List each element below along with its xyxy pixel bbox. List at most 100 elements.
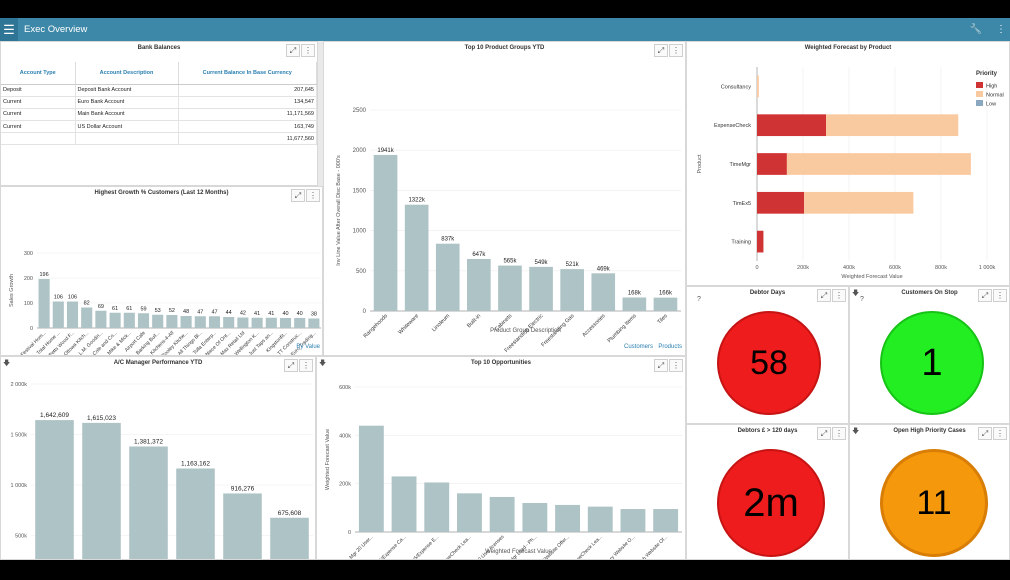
expand-icon[interactable]: ⤢ [978, 427, 992, 440]
bank-balances-panel: Bank Balances ⤢ ⋮ Account Type Account De… [0, 41, 318, 186]
kebab-icon[interactable]: ⋮ [996, 24, 1006, 35]
arrow-down-icon[interactable]: 🡇 [319, 360, 327, 367]
column-header[interactable]: Account Type [1, 62, 76, 85]
x-tick-label: Linoleum [431, 313, 451, 333]
x-tick-label: Accessories [581, 313, 606, 338]
x-axis-label: Weighted Forecast Value [841, 274, 902, 280]
data-label: 168k [628, 290, 642, 296]
kebab-icon[interactable]: ⋮ [832, 289, 846, 302]
y-tick-label: 500k [15, 534, 27, 540]
table-row[interactable]: Current US Dollar Account 163,749 [1, 120, 317, 134]
bar [109, 312, 121, 328]
bottom-letterbox [0, 560, 1010, 580]
data-label: 82 [84, 301, 90, 307]
customers-link[interactable]: Customers [623, 344, 653, 350]
expand-icon[interactable]: ⤢ [817, 427, 831, 440]
y-tick-label: Training [731, 240, 751, 246]
kebab-icon[interactable]: ⋮ [299, 359, 313, 372]
data-label: 69 [98, 304, 104, 310]
data-label: 675,608 [278, 510, 302, 517]
kpi-circle[interactable]: 58 [717, 311, 821, 415]
kpi-circle[interactable]: 2m [717, 449, 825, 557]
kebab-icon[interactable]: ⋮ [669, 359, 683, 372]
kebab-icon[interactable]: ⋮ [306, 189, 320, 202]
expand-icon[interactable]: ⤢ [284, 359, 298, 372]
help-icon[interactable]: ? [697, 296, 701, 303]
hamburger-icon[interactable]: ☰ [0, 18, 18, 41]
y-axis-label: Weighted Forecast Value [325, 429, 331, 490]
legend-swatch [976, 91, 983, 97]
bar [237, 317, 249, 328]
x-tick-label: Whiteware [397, 313, 420, 336]
products-link[interactable]: Products [658, 344, 682, 350]
bar [223, 317, 235, 328]
table-cell: 11,171,569 [178, 108, 317, 122]
expand-icon[interactable]: ⤢ [654, 44, 668, 57]
expand-icon[interactable]: ⤢ [978, 289, 992, 302]
table-cell: Current [1, 96, 76, 109]
expand-icon[interactable]: ⤢ [286, 44, 300, 57]
x-tick-label: TimeMgr Lead - Ph... [501, 534, 538, 560]
data-label: 47 [197, 309, 203, 315]
arrow-down-icon[interactable]: 🡇 [852, 290, 860, 297]
y-tick-label: 400k [339, 433, 351, 439]
kebab-icon[interactable]: ⋮ [993, 289, 1007, 302]
kebab-icon[interactable]: ⋮ [832, 427, 846, 440]
kpi-circle[interactable]: 11 [880, 449, 988, 557]
expand-icon[interactable]: ⤢ [817, 289, 831, 302]
table-row[interactable]: Deposit Deposit Bank Account 207,645 [1, 84, 317, 97]
arrow-down-icon[interactable]: 🡇 [852, 428, 860, 435]
bar-segment [757, 191, 805, 214]
data-label: 59 [140, 306, 146, 312]
wrench-icon[interactable]: 🔧 [969, 24, 982, 35]
data-label: 61 [112, 306, 118, 312]
data-label: 565k [503, 259, 517, 265]
kpi-circle[interactable]: 1 [880, 311, 984, 415]
kebab-icon[interactable]: ⋮ [993, 427, 1007, 440]
panel-title: Top 10 Opportunities [471, 360, 531, 366]
x-tick-label: 100 User licenses [473, 534, 506, 560]
x-tick-label: 400k [843, 265, 855, 271]
table-row[interactable]: Current Main Bank Account 11,171,569 [1, 108, 317, 122]
bank-table: Account Type Account Description Current… [1, 62, 317, 146]
x-tick-label: 0 [755, 265, 758, 271]
column-header[interactable]: Current Balance In Base Currency [178, 62, 317, 85]
table-cell: US Dollar Account [75, 120, 179, 134]
data-label: 41 [268, 311, 274, 317]
bar [152, 314, 164, 328]
kebab-icon[interactable]: ⋮ [301, 44, 315, 57]
bar [457, 493, 482, 532]
x-tick-label: ExpenseCheck Lea... [435, 534, 473, 560]
bar [223, 493, 262, 559]
expand-icon[interactable]: ⤢ [291, 189, 305, 202]
table-cell: Current [1, 108, 76, 122]
bar-segment [757, 114, 826, 137]
panel-title: Debtor Days [749, 290, 786, 296]
by-value-link[interactable]: By Value [296, 344, 320, 350]
bar [489, 496, 515, 532]
x-tick-label: Plumbing Items [607, 313, 638, 344]
table-row[interactable]: Current Euro Bank Account 134,547 [1, 96, 317, 109]
bar [560, 269, 584, 311]
y-tick-label: 1 000k [10, 483, 27, 489]
bar [391, 476, 417, 532]
expand-icon[interactable]: ⤢ [654, 359, 668, 372]
data-label: 48 [183, 309, 189, 315]
data-label: 1,163,162 [181, 461, 210, 468]
kpi-open-cases-panel: 🡇 Open High Priority Cases ⤢ ⋮ 11 [849, 424, 1010, 560]
bar [176, 468, 215, 559]
bar [82, 422, 121, 559]
kpi-value: 1 [921, 341, 943, 384]
data-label: 916,276 [231, 485, 255, 492]
y-tick-label: 1500 [353, 188, 367, 194]
arrow-down-icon[interactable]: 🡇 [3, 360, 11, 367]
bar [373, 154, 398, 311]
kebab-icon[interactable]: ⋮ [669, 44, 683, 57]
help-icon[interactable]: ? [860, 296, 864, 303]
column-header[interactable]: Account Description [75, 62, 179, 85]
panel-title: Open High Priority Cases [893, 428, 966, 434]
legend-label: Low [986, 102, 996, 108]
bar [622, 297, 647, 311]
y-tick-label: 1 500k [10, 433, 27, 439]
kpi-debtor-days-panel: ? Debtor Days ⤢ ⋮ 58 [686, 286, 849, 424]
